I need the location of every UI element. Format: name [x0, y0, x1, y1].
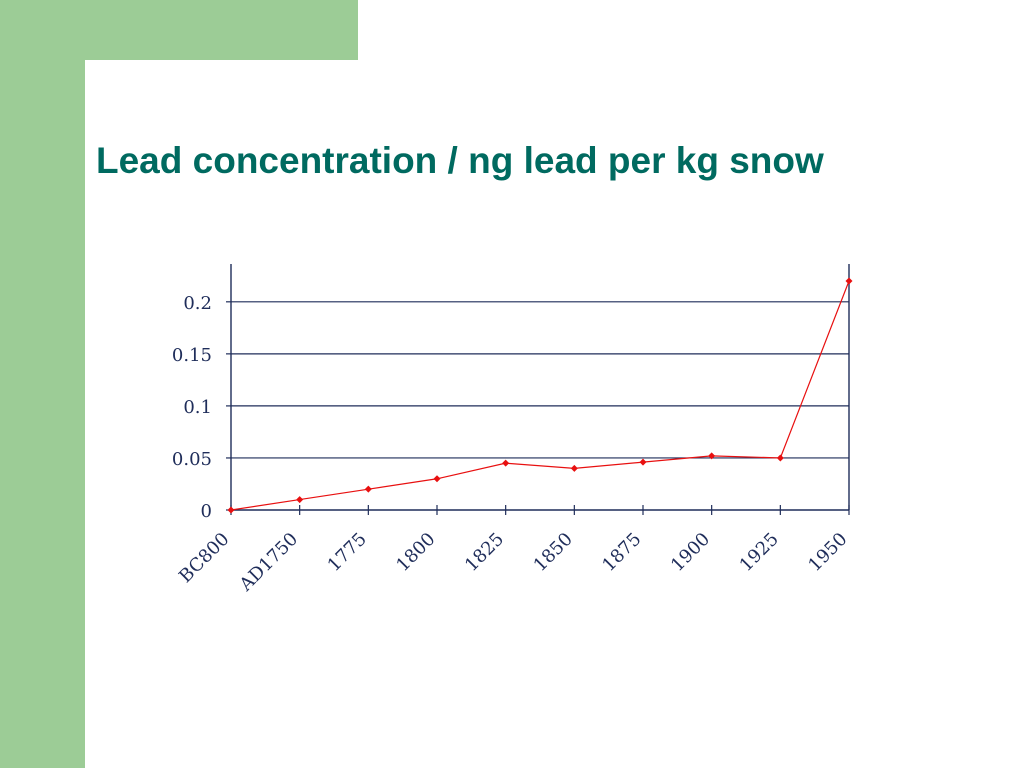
- x-tick-label: 1850: [530, 529, 577, 576]
- x-tick-label: AD1750: [235, 529, 302, 596]
- decorative-green-bar-top: [0, 0, 358, 60]
- y-tick-label: 0.1: [183, 397, 212, 418]
- data-point: [776, 454, 784, 462]
- y-tick-label: 0: [201, 501, 212, 522]
- y-tick-labels: 0 0.05 0.1 0.15 0.2: [172, 293, 212, 522]
- data-point: [364, 485, 372, 493]
- data-point: [296, 496, 304, 504]
- series-line: [230, 280, 850, 511]
- data-point: [433, 475, 441, 483]
- data-point: [639, 458, 647, 466]
- x-tick-label: 1800: [392, 529, 439, 576]
- y-tick-label: 0.2: [183, 293, 212, 314]
- y-tick-label: 0.05: [172, 449, 212, 470]
- y-tick-label: 0.15: [172, 345, 212, 366]
- x-tick-label: 1900: [667, 529, 714, 576]
- decorative-green-bar-side: [0, 60, 85, 768]
- x-tick-label: 1775: [324, 529, 371, 576]
- data-point: [708, 452, 716, 460]
- data-point: [845, 277, 853, 285]
- data-point: [570, 464, 578, 472]
- slide-title: Lead concentration / ng lead per kg snow: [96, 140, 824, 181]
- x-tick-label: BC800: [175, 529, 233, 587]
- x-tick-labels: BC800 AD1750 1775 1800 1825 1850 1875 1900 1925 1…: [175, 529, 851, 596]
- x-tick-label: 1925: [736, 529, 783, 576]
- series-layer: [227, 277, 853, 514]
- x-tick-label: 1875: [598, 529, 645, 576]
- x-tick-label: 1825: [461, 529, 508, 576]
- data-point: [502, 459, 510, 467]
- data-point: [227, 506, 235, 514]
- x-tick-label: 1950: [804, 529, 851, 576]
- gridlines: [231, 301, 849, 459]
